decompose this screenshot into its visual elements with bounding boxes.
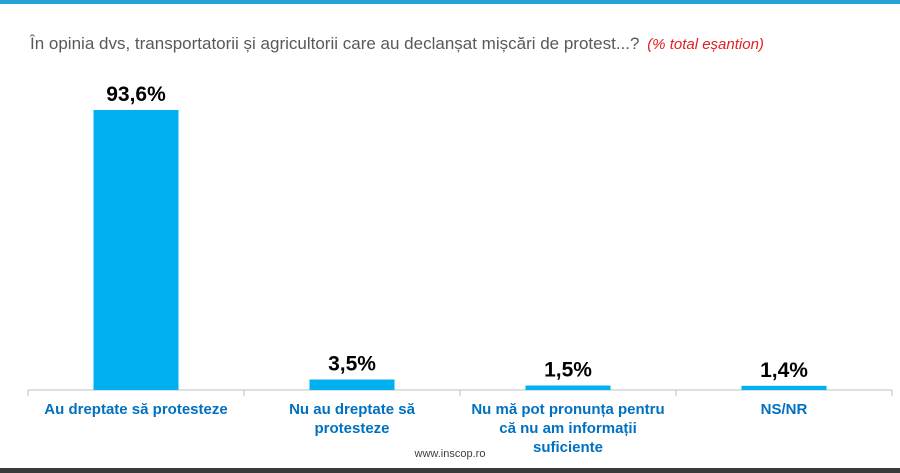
category-label-4: NS/NR xyxy=(761,401,808,418)
top-accent-rule xyxy=(0,0,900,4)
category-label-line: Nu au dreptate să xyxy=(289,401,416,418)
data-label-4: 1,4% xyxy=(760,359,808,382)
bar-1 xyxy=(93,110,179,390)
category-label-2: Nu au dreptate să protesteze xyxy=(289,401,416,437)
bottom-rule xyxy=(0,468,900,473)
footer-url: www.inscop.ro xyxy=(414,448,486,460)
question-note: (% total eșantion) xyxy=(647,36,764,53)
category-label-3: Nu mă pot pronunța pentru că nu am inform… xyxy=(471,401,664,456)
category-label-line: că nu am informații xyxy=(499,420,637,437)
category-label-line: Au dreptate să protesteze xyxy=(44,401,227,418)
category-label-line: protesteze xyxy=(314,420,389,437)
category-label-line: Nu mă pot pronunța pentru xyxy=(471,401,664,418)
question-text: În opinia dvs, transportatorii și agricu… xyxy=(30,34,640,53)
data-label-2: 3,5% xyxy=(328,353,376,376)
bar-3 xyxy=(525,385,611,390)
data-label-3: 1,5% xyxy=(544,359,592,382)
category-label-line: suficiente xyxy=(533,439,603,456)
question-title: În opinia dvs, transportatorii și agricu… xyxy=(30,34,890,54)
category-label-line: NS/NR xyxy=(761,401,808,418)
category-label-1: Au dreptate să protesteze xyxy=(44,401,227,418)
bar-2 xyxy=(309,379,395,390)
bar-4 xyxy=(741,385,827,390)
data-label-1: 93,6% xyxy=(106,83,166,106)
